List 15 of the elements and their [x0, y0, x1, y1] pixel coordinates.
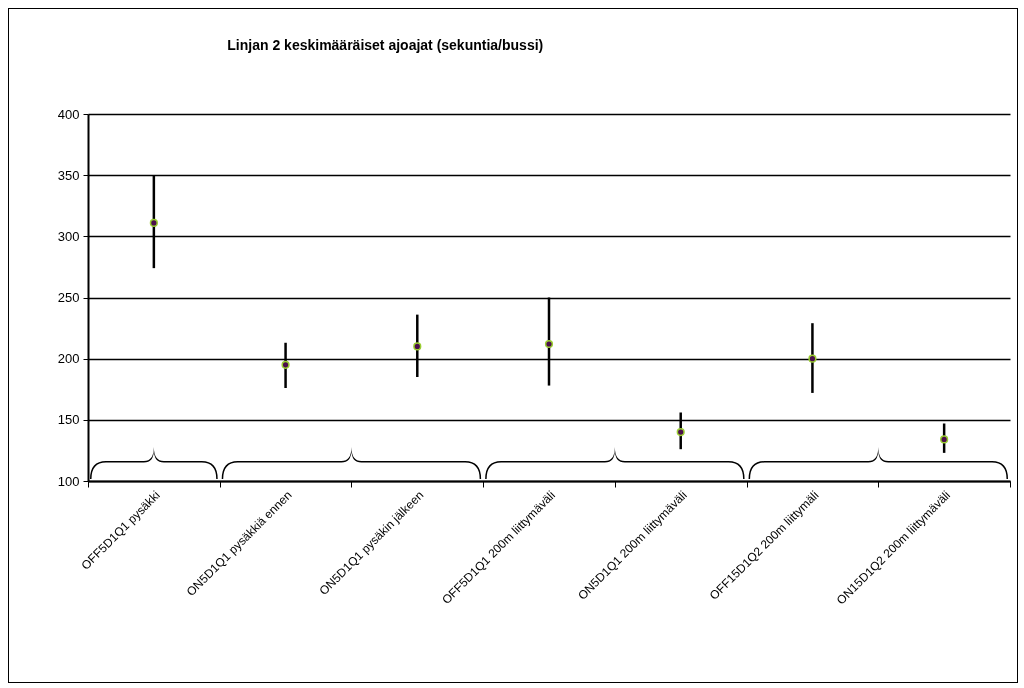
point: [149, 218, 158, 227]
y-tick-label: 150: [57, 412, 80, 428]
point: [940, 435, 949, 444]
chart-title: Linjan 2 keskimääräiset ajoajat (sekuntia/bussi): [227, 37, 544, 53]
y-tick-label: 300: [57, 228, 80, 244]
y-tick-label: 100: [57, 473, 80, 489]
y-tick-label: 250: [57, 290, 80, 305]
point: [544, 339, 554, 349]
point: [413, 342, 422, 351]
y-tick-label: 400: [57, 106, 80, 122]
point: [808, 354, 817, 363]
point: [281, 360, 290, 369]
point: [676, 427, 685, 437]
y-tick-label: 200: [57, 351, 80, 367]
y-tick-label: 350: [57, 167, 80, 183]
